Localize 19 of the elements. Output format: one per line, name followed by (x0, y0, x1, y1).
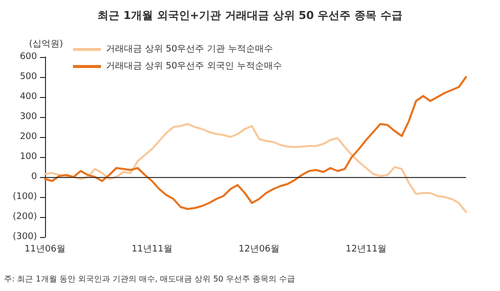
y-tick-label: 600 (20, 52, 38, 62)
x-tick-label: 11년11월 (132, 244, 172, 254)
y-tick-label: 200 (20, 132, 38, 142)
y-tick-label: 400 (20, 92, 38, 102)
text: 주: 최근 1개월 동안 외국인과 기관의 매수, 매도대금 상위 50 우선주 종목의 수급 (4, 274, 296, 284)
legend-label: 거래대금 상위 50우선주 기관 누적순매수 (106, 44, 273, 54)
y-tick-label: (200) (12, 212, 37, 222)
y-tick-label: (100) (12, 192, 37, 202)
legend-label: 거래대금 상위 50우선주 외국인 누적순매수 (106, 62, 282, 72)
chart-title: 최근 1개월 외국인+기관 거래대금 상위 50 우선주 종목 수급 (98, 9, 402, 22)
x-tick-label: 12년06월 (238, 244, 280, 254)
y-tick-label: (300) (12, 232, 37, 242)
y-tick-label: 0 (31, 172, 38, 182)
x-tick-label: 12년11월 (346, 244, 387, 254)
x-tick-label: 11년06월 (24, 244, 66, 254)
y-tick-label: 100 (20, 152, 38, 162)
y-tick-label: 500 (20, 72, 38, 82)
y-tick-label: 300 (20, 112, 38, 122)
y-axis-title: (십억원) (28, 40, 63, 50)
